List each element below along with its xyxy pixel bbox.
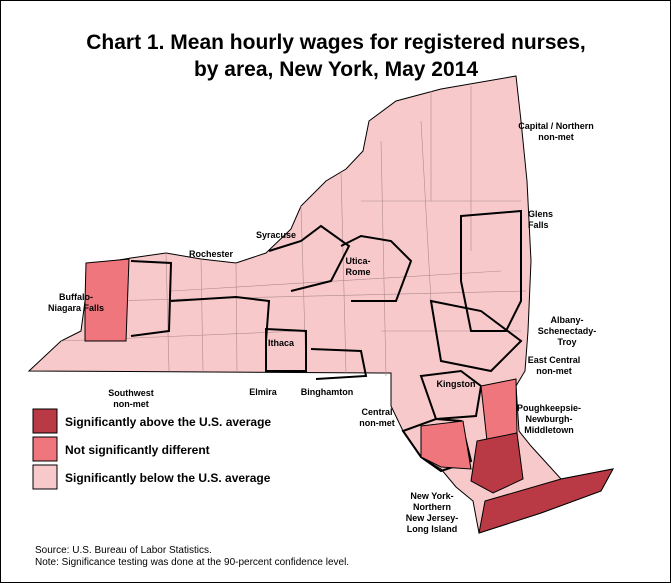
state-shape [27,75,614,534]
area-label: Poughkeepsie- [517,403,581,413]
area-label: Albany- [550,315,583,325]
legend-label: Significantly below the U.S. average [65,471,271,485]
area-label: non-met [359,418,395,428]
area-label: Utica- [345,256,370,266]
area-not-significant [84,258,130,342]
area-label: Newburgh- [526,414,573,424]
area-label: Niagara Falls [48,303,104,313]
legend-swatch [32,408,58,434]
area-label: non-met [113,399,149,409]
area-label: Schenectady- [538,326,597,336]
area-label: Syracuse [256,230,296,240]
legend-label: Not significantly different [65,443,210,457]
area-label: Middletown [524,425,574,435]
area-label: East Central [528,355,581,365]
area-above [470,432,524,494]
area-not-significant [420,420,472,470]
area-not-significant [480,378,518,442]
area-label: non-met [538,132,574,142]
area-label: non-met [536,366,572,376]
area-label: Binghamton [301,387,354,397]
area-label: Ithaca [268,338,295,348]
area-label: Buffalo- [59,292,93,302]
source-note: Source: U.S. Bureau of Labor Statistics. [35,545,212,556]
area-label: Northern [413,502,451,512]
area-label: Rochester [189,249,234,259]
area-label: Capital / Northern [518,121,594,131]
area-label: Rome [345,267,370,277]
area-label: New Jersey- [406,513,459,523]
legend-swatch [32,436,58,462]
title-line: by area, New York, May 2014 [194,58,478,81]
source-note: Note: Significance testing was done at t… [35,557,349,568]
area-label: Southwest [108,388,154,398]
legend-swatch [32,464,58,490]
area-label: Troy [557,337,576,347]
area-label: Central [361,407,392,417]
title-line: Chart 1. Mean hourly wages for registere… [86,31,585,54]
area-label: Glens [528,209,553,219]
legend-label: Significantly above the U.S. average [65,415,271,429]
area-above [478,468,614,534]
area-label: Kingston [437,379,476,389]
area-borders [130,209,523,473]
area-label: Elmira [249,387,278,397]
area-label: Long Island [407,524,458,534]
area-label: New York- [410,491,453,501]
area-label: Falls [528,220,549,230]
